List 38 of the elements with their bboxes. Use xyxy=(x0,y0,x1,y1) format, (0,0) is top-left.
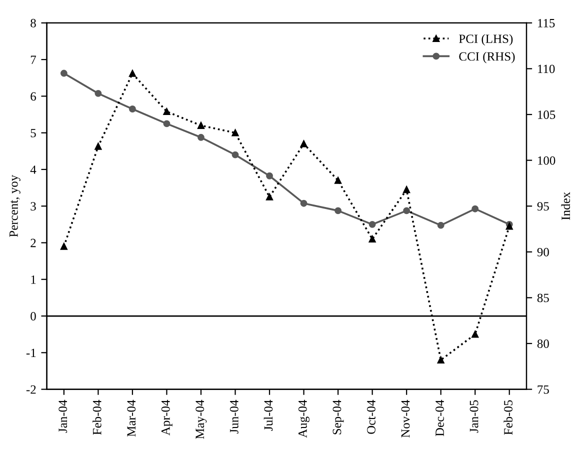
x-tick-label: Oct-04 xyxy=(367,400,376,434)
y2-tick-label: 105 xyxy=(538,110,556,119)
y-tick-label: 5 xyxy=(30,128,36,138)
y2-tick-label: 75 xyxy=(538,385,549,394)
x-tick-label: Jun-04 xyxy=(230,400,238,434)
y-tick-label: -1 xyxy=(26,348,36,357)
y2-tick-label: 115 xyxy=(538,18,555,28)
y2-tick-label: 100 xyxy=(538,156,556,165)
y-tick-label: 8 xyxy=(30,18,36,28)
y-tick-label: 7 xyxy=(30,56,36,64)
y2-tick-label: 110 xyxy=(538,64,555,74)
x-tick-label: Mar-04 xyxy=(127,400,136,437)
legend-label: PCI (LHS) xyxy=(459,34,513,46)
y2-tick-label: 85 xyxy=(537,294,549,302)
legend-label: CCI (RHS) xyxy=(459,52,515,64)
x-tick-label: May-04 xyxy=(196,400,207,439)
y-tick-label: 1 xyxy=(31,275,36,284)
x-tick-label: Aug-04 xyxy=(298,400,310,438)
y2-axis-title: Index xyxy=(561,192,570,220)
y2-tick-label: 80 xyxy=(537,340,549,348)
y-tick-label: 2 xyxy=(30,238,36,248)
x-tick-label: Feb-04 xyxy=(92,400,102,435)
y2-tick-label: 95 xyxy=(537,202,549,211)
y-tick-label: -2 xyxy=(26,385,36,394)
x-tick-label: Nov-04 xyxy=(401,400,410,438)
y-tick-label: 0 xyxy=(30,312,36,320)
x-tick-label: Jul-04 xyxy=(264,400,273,431)
x-tick-label: Feb-05 xyxy=(504,400,512,435)
x-tick-label: Jan-05 xyxy=(470,400,478,433)
y-tick-label: 3 xyxy=(30,202,36,211)
y-axis-title: Percent, yoy xyxy=(10,174,20,237)
x-tick-label: Apr-04 xyxy=(161,400,172,436)
y-tick-label: 6 xyxy=(30,92,36,101)
y2-tick-label: 90 xyxy=(537,248,549,256)
y-tick-label: 4 xyxy=(30,166,36,174)
x-tick-label: Jan-04 xyxy=(58,400,68,433)
x-tick-label: Sep-04 xyxy=(332,400,344,434)
x-tick-label: Dec-04 xyxy=(436,400,444,436)
